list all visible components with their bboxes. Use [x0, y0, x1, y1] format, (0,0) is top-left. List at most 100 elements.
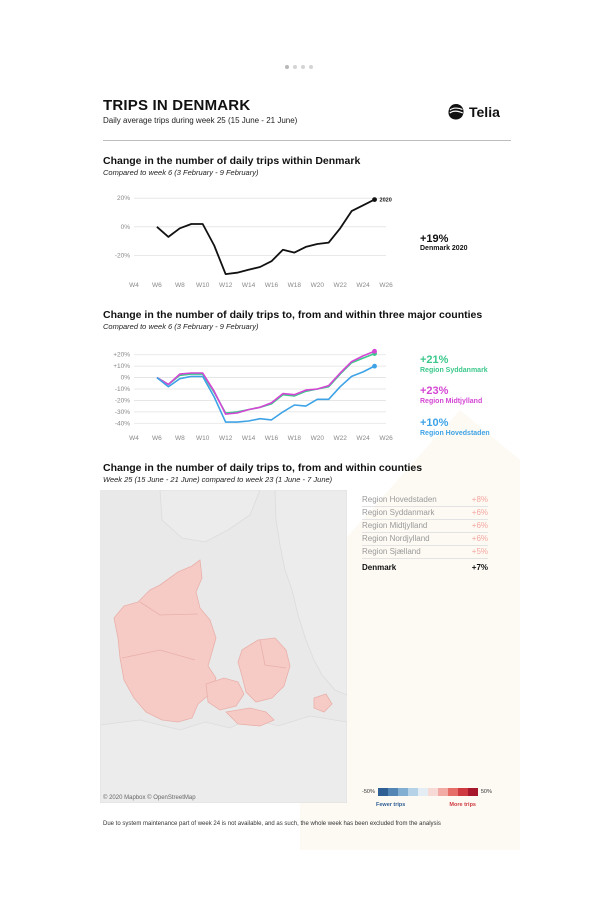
denmark-map[interactable] — [100, 490, 347, 803]
region-name: Region Sjælland — [362, 547, 421, 556]
section1-title: Change in the number of daily trips with… — [103, 155, 361, 167]
legend-swatch — [447, 788, 458, 796]
x-tick-label: W22 — [333, 435, 347, 442]
y-tick-label: 0% — [121, 224, 131, 231]
y-tick-label: -20% — [115, 397, 130, 404]
y-tick-label: 20% — [117, 195, 130, 202]
map-region-zealand[interactable] — [237, 637, 291, 703]
map-border-nordjylland — [139, 601, 199, 616]
map-land-germany — [100, 715, 347, 803]
x-tick-label: W8 — [175, 282, 185, 289]
series-end-point — [372, 348, 377, 354]
hovedstaden-label: Region Hovedstaden — [420, 430, 490, 437]
table-row: Region Syddanmark +6% — [362, 507, 488, 520]
midtjylland-value: +23% — [420, 385, 449, 397]
series-end-point — [372, 197, 377, 202]
region-value: +8% — [471, 495, 488, 504]
y-tick-label: -30% — [115, 409, 130, 416]
x-tick-label: W18 — [288, 282, 302, 289]
telia-logo: Telia — [447, 103, 500, 121]
logo-text: Telia — [469, 104, 500, 120]
map-credit[interactable]: © 2020 Mapbox © OpenStreetMap — [103, 795, 196, 801]
denmark-change-label: Denmark 2020 — [420, 245, 468, 252]
section2-subtitle: Compared to week 6 (3 February - 9 Febru… — [103, 322, 259, 331]
legend-min: -50% — [362, 789, 375, 795]
section3-title: Change in the number of daily trips to, … — [103, 462, 423, 474]
region-value: +6% — [471, 508, 488, 517]
hovedstaden-value: +10% — [420, 417, 449, 429]
x-tick-label: W14 — [242, 282, 256, 289]
series-line — [156, 352, 375, 414]
y-tick-label: +20% — [113, 352, 130, 359]
section3-subtitle: Week 25 (15 June - 21 June) compared to … — [103, 475, 333, 484]
page-dot[interactable] — [301, 65, 305, 69]
map-canvas[interactable] — [100, 490, 347, 803]
region-table: Region Hovedstaden +8% Region Syddanmark… — [362, 494, 488, 574]
x-tick-label: W20 — [311, 282, 325, 289]
page-title: TRIPS IN DENMARK — [103, 97, 251, 114]
y-tick-label: +10% — [113, 363, 130, 370]
map-region-funen[interactable] — [205, 677, 245, 711]
y-tick-label: -10% — [115, 386, 130, 393]
region-name: Region Hovedstaden — [362, 495, 437, 504]
legend-high-label: More trips — [449, 802, 476, 808]
x-tick-label: W10 — [196, 435, 210, 442]
x-tick-label: W16 — [265, 435, 279, 442]
legend-color-bar — [377, 788, 478, 796]
x-tick-label: W4 — [129, 282, 139, 289]
legend-swatch — [407, 788, 418, 796]
page-dot[interactable] — [309, 65, 313, 69]
legend-scale: -50% 50% — [362, 788, 492, 796]
map-region-lolland[interactable] — [225, 707, 275, 727]
x-tick-label: W26 — [379, 282, 393, 289]
x-tick-label: W14 — [242, 435, 256, 442]
total-name: Denmark — [362, 563, 397, 572]
section1-subtitle: Compared to week 6 (3 February - 9 Febru… — [103, 168, 259, 177]
series-end-point — [372, 363, 377, 369]
legend-swatch — [417, 788, 428, 796]
region-name: Region Syddanmark — [362, 508, 435, 517]
x-tick-label: W8 — [175, 435, 185, 442]
x-tick-label: W6 — [152, 282, 162, 289]
legend-captions: Fewer trips More trips — [362, 802, 490, 808]
x-tick-label: W12 — [219, 282, 233, 289]
counties-trips-chart: +20% +10% 0% -10% -20% -30% -40% W4 W6 W8 W10 W12 W1… — [113, 348, 393, 442]
region-name: Region Nordjylland — [362, 534, 430, 543]
map-border-midtjylland — [121, 649, 196, 661]
denmark-trips-chart: 20% 0% -20% W4 W6 W8 W10 W12 W14 W16 W18 W20 W22 W24 W… — [115, 195, 393, 289]
y-tick-label: 0% — [121, 375, 131, 382]
table-row: Region Sjælland +5% — [362, 546, 488, 559]
syddanmark-value: +21% — [420, 354, 449, 366]
page-indicator[interactable] — [285, 65, 313, 69]
table-total-row: Denmark +7% — [362, 559, 488, 574]
table-row: Region Midtjylland +6% — [362, 520, 488, 533]
map-region-jutland[interactable] — [113, 559, 217, 723]
legend-swatch — [467, 788, 478, 796]
y-tick-label: -20% — [115, 253, 130, 260]
x-tick-label: W24 — [356, 435, 370, 442]
background-shape — [300, 410, 520, 850]
region-value: +6% — [471, 521, 488, 530]
series-line — [156, 350, 375, 415]
x-tick-label: W12 — [219, 435, 233, 442]
color-legend: -50% 50% Fewer trips More trips — [362, 788, 492, 808]
page-dot[interactable] — [285, 65, 289, 69]
map-region-bornholm[interactable] — [313, 693, 333, 713]
x-tick-label: W24 — [356, 282, 370, 289]
legend-swatch — [377, 788, 388, 796]
legend-swatch — [437, 788, 448, 796]
total-value: +7% — [471, 563, 488, 572]
section2-title: Change in the number of daily trips to, … — [103, 309, 483, 321]
legend-swatch — [457, 788, 468, 796]
page-dot[interactable] — [293, 65, 297, 69]
x-tick-label: W4 — [129, 435, 139, 442]
telia-pebble-icon — [448, 104, 464, 120]
syddanmark-label: Region Syddanmark — [420, 367, 488, 374]
legend-swatch — [387, 788, 398, 796]
legend-swatch — [427, 788, 438, 796]
legend-max: 50% — [480, 789, 492, 795]
x-tick-label: W10 — [196, 282, 210, 289]
midtjylland-label: Region Midtjylland — [420, 398, 483, 405]
footnote: Due to system maintenance part of week 2… — [103, 821, 441, 827]
header-divider — [103, 140, 511, 141]
